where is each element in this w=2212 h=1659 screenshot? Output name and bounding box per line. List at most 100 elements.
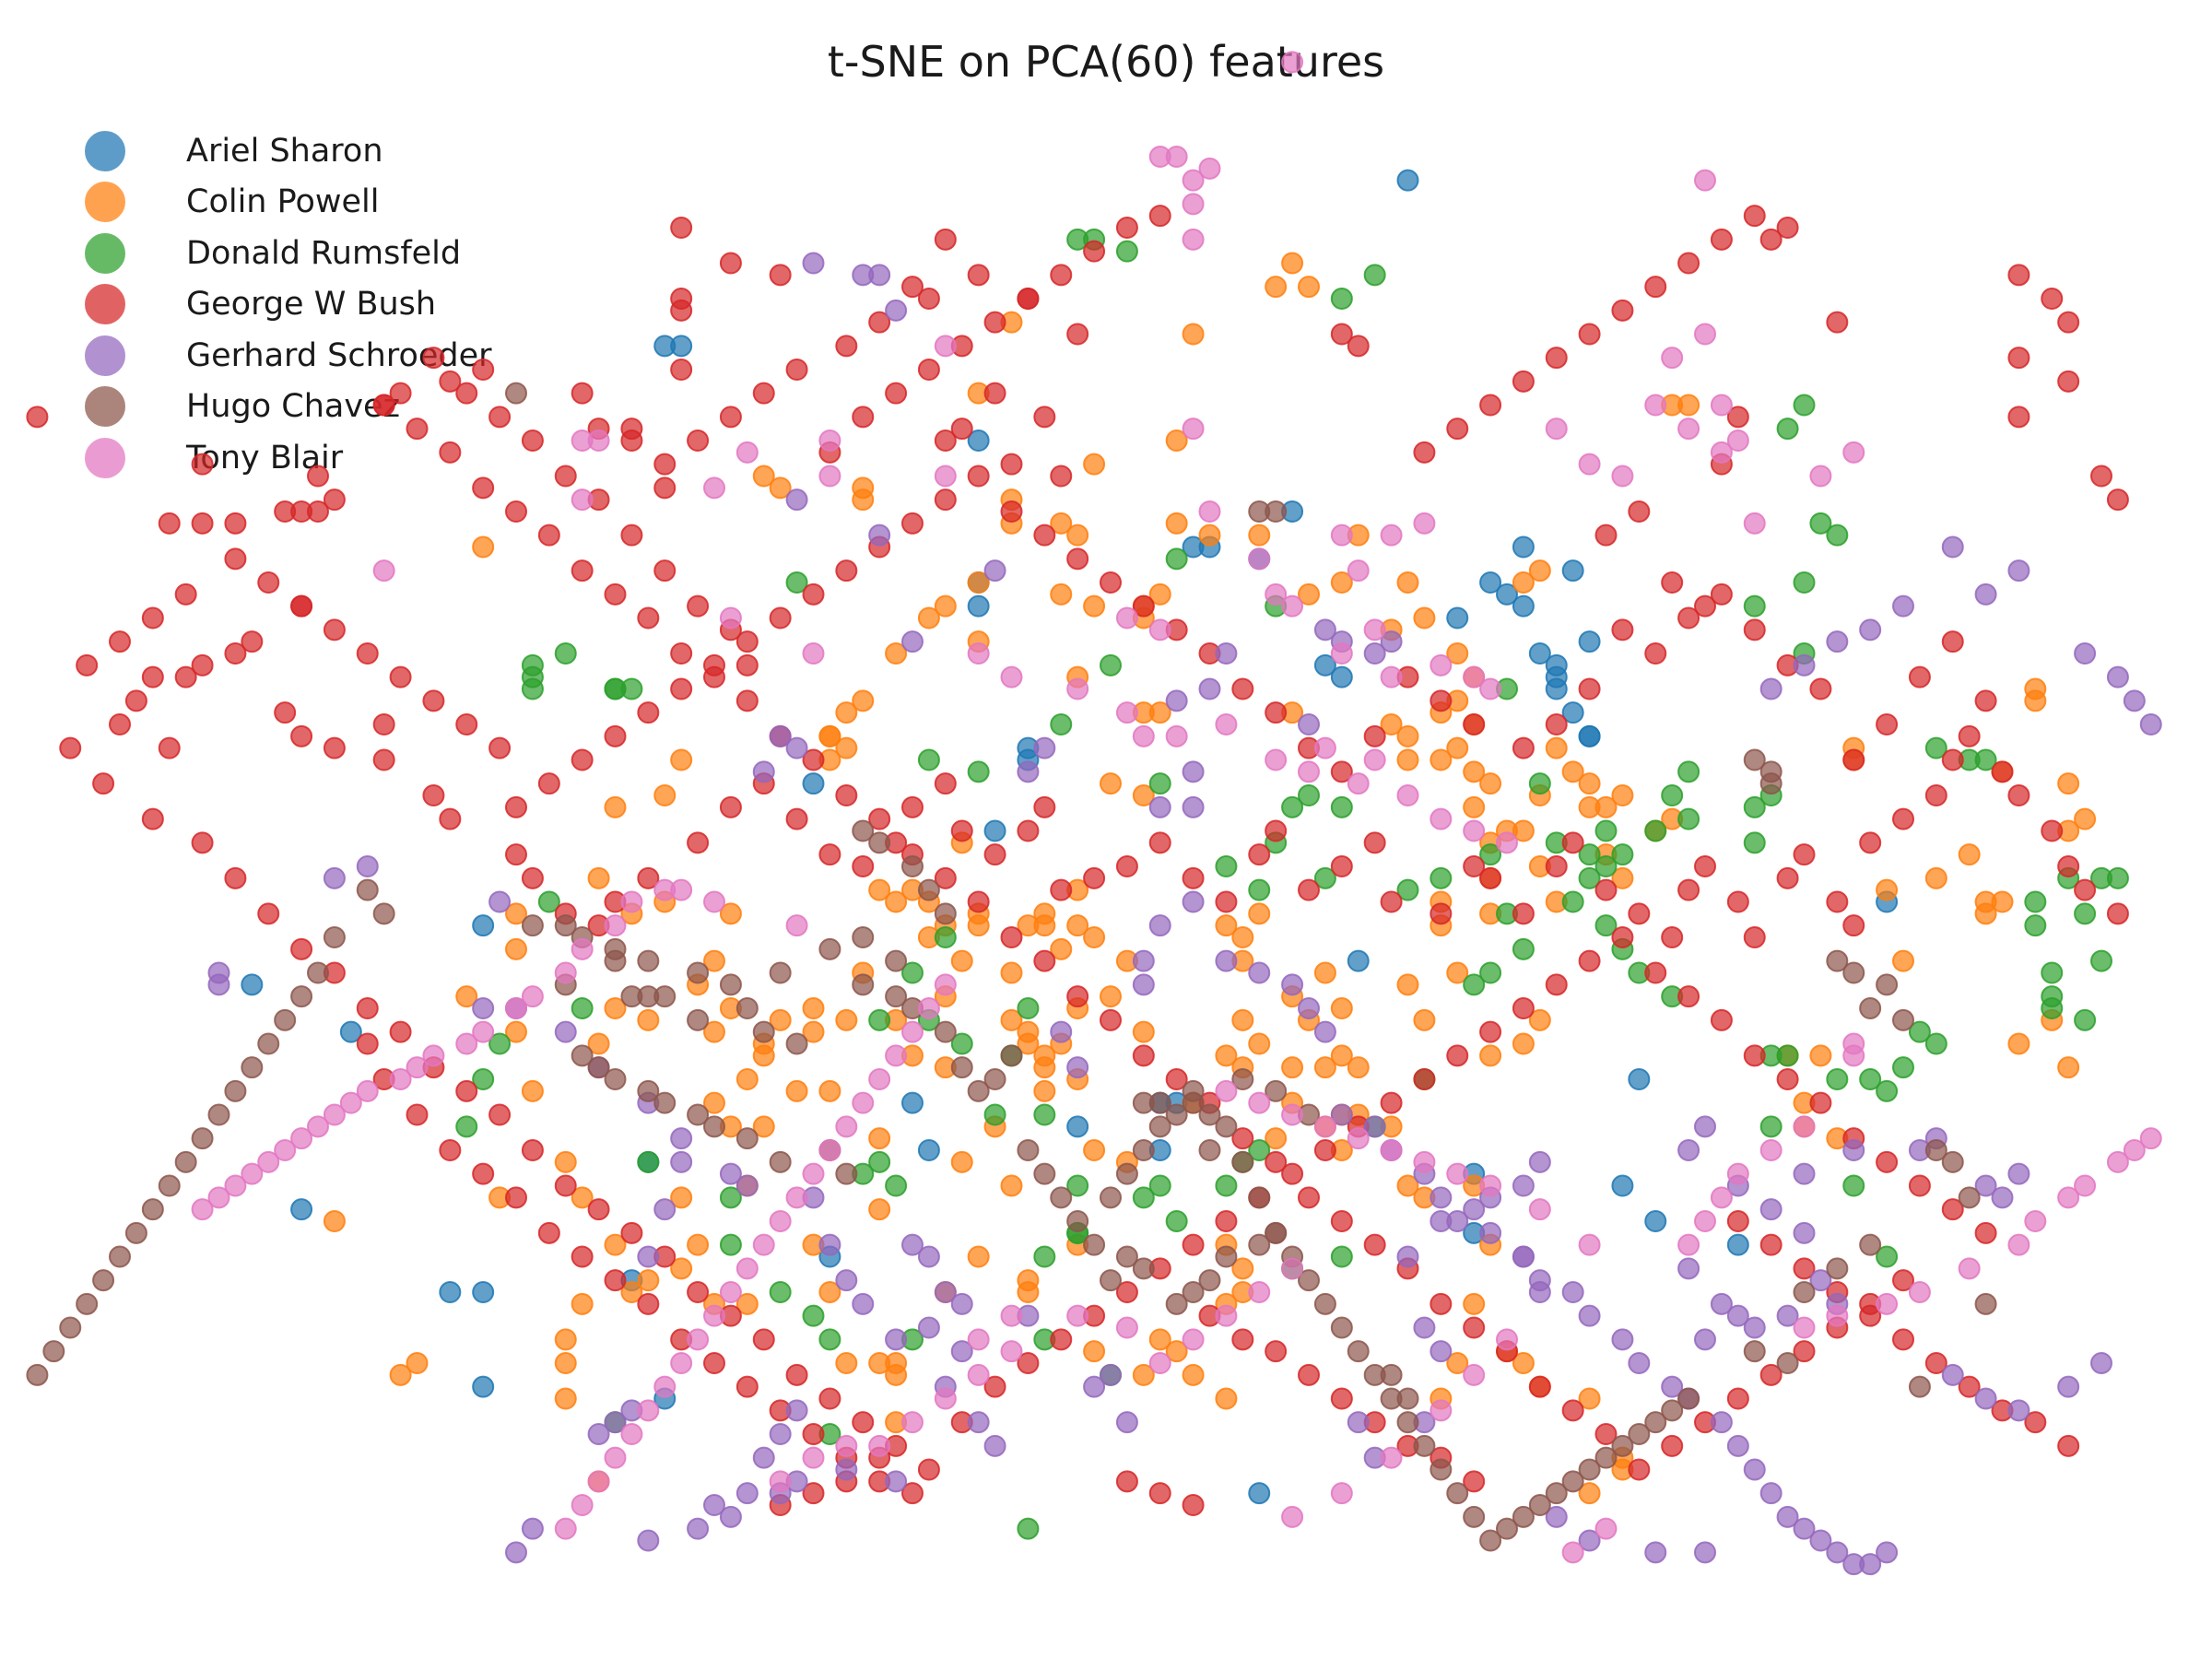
- scatter-point: [1231, 1257, 1254, 1280]
- scatter-point: [224, 1079, 247, 1102]
- scatter-point: [1215, 949, 1238, 972]
- scatter-point: [1446, 418, 1469, 441]
- scatter-point: [2007, 1399, 2030, 1422]
- scatter-point: [917, 1139, 940, 1161]
- scatter-point: [934, 594, 957, 618]
- scatter-point: [1991, 760, 2014, 783]
- scatter-point: [785, 1079, 808, 1102]
- scatter-point: [1215, 1387, 1238, 1410]
- scatter-point: [2007, 559, 2030, 582]
- scatter-point: [505, 937, 527, 960]
- scatter-point: [1313, 961, 1336, 984]
- scatter-point: [687, 1517, 710, 1540]
- scatter-point: [2057, 311, 2080, 334]
- scatter-point: [1265, 1127, 1288, 1150]
- scatter-point: [1330, 1316, 1353, 1339]
- scatter-point: [983, 1103, 1006, 1126]
- scatter-point: [769, 477, 792, 500]
- scatter-point: [917, 606, 940, 629]
- scatter-point: [1710, 394, 1733, 417]
- scatter-point: [785, 736, 808, 759]
- scatter-point: [1628, 1352, 1651, 1374]
- scatter-point: [1182, 760, 1205, 783]
- scatter-point: [1017, 1139, 1040, 1161]
- scatter-point: [1512, 1352, 1535, 1374]
- scatter-point: [1182, 1328, 1205, 1351]
- scatter-point: [1677, 606, 1700, 629]
- scatter-point: [2007, 406, 2030, 429]
- series-ariel-sharon: [241, 169, 1899, 1505]
- scatter-point: [1496, 831, 1518, 854]
- scatter-point: [1958, 724, 1981, 747]
- scatter-point: [1066, 1174, 1089, 1197]
- scatter-point: [950, 1340, 973, 1363]
- scatter-point: [1677, 252, 1700, 275]
- scatter-point: [1363, 831, 1386, 854]
- scatter-point: [1066, 524, 1089, 547]
- scatter-point: [1726, 1162, 1749, 1185]
- scatter-point: [1958, 1186, 1981, 1209]
- scatter-point: [1330, 1482, 1353, 1505]
- scatter-point: [571, 1245, 594, 1268]
- legend-item: Ariel Sharon: [85, 125, 492, 177]
- scatter-point: [1148, 618, 1171, 641]
- scatter-point: [1759, 1482, 1783, 1505]
- scatter-point: [653, 1375, 677, 1398]
- scatter-point: [934, 902, 957, 925]
- scatter-point: [1182, 323, 1205, 346]
- scatter-point: [1446, 961, 1469, 984]
- scatter-point: [241, 973, 264, 996]
- scatter-point: [1115, 240, 1138, 263]
- scatter-point: [472, 1020, 495, 1043]
- scatter-point: [1859, 1068, 1882, 1090]
- scatter-point: [406, 418, 429, 441]
- scatter-point: [307, 961, 329, 984]
- scatter-point: [505, 843, 527, 866]
- scatter-point: [1330, 571, 1353, 594]
- scatter-point: [703, 1115, 725, 1138]
- scatter-point: [1000, 500, 1023, 523]
- scatter-point: [323, 736, 346, 759]
- scatter-point: [1661, 926, 1684, 948]
- scatter-point: [1265, 1221, 1288, 1244]
- scatter-point: [1100, 1269, 1122, 1292]
- scatter-point: [818, 1328, 841, 1351]
- scatter-point: [1974, 902, 1997, 925]
- scatter-point: [1330, 1210, 1353, 1232]
- scatter-point: [1726, 1387, 1749, 1410]
- scatter-point: [868, 831, 891, 854]
- scatter-point: [2057, 855, 2080, 877]
- scatter-point: [1363, 1233, 1386, 1256]
- scatter-point: [1677, 1257, 1700, 1280]
- scatter-point: [1776, 418, 1799, 441]
- scatter-point: [1611, 843, 1634, 866]
- scatter-point: [1347, 1056, 1370, 1079]
- scatter-point: [323, 618, 346, 641]
- scatter-point: [901, 1411, 924, 1434]
- scatter-point: [554, 1387, 577, 1410]
- scatter-point: [2007, 264, 2030, 287]
- scatter-point: [1396, 724, 1419, 747]
- scatter-point: [1265, 1150, 1288, 1173]
- scatter-point: [1743, 748, 1766, 771]
- scatter-point: [785, 571, 808, 594]
- scatter-point: [1298, 1269, 1320, 1292]
- scatter-point: [1396, 784, 1419, 806]
- scatter-point: [1000, 961, 1023, 984]
- scatter-point: [735, 1068, 759, 1090]
- scatter-point: [917, 748, 940, 771]
- scatter-point: [1892, 1008, 1914, 1031]
- scatter-point: [1298, 1363, 1320, 1386]
- scatter-point: [653, 1091, 677, 1114]
- scatter-point: [274, 701, 297, 724]
- scatter-point: [1330, 1245, 1353, 1268]
- scatter-point: [1100, 1186, 1122, 1209]
- scatter-point: [472, 535, 495, 559]
- scatter-point: [587, 1032, 610, 1055]
- scatter-point: [472, 997, 495, 1019]
- scatter-point: [1578, 866, 1601, 889]
- scatter-point: [818, 843, 841, 866]
- scatter-point: [1396, 878, 1419, 901]
- scatter-point: [2074, 1174, 2097, 1197]
